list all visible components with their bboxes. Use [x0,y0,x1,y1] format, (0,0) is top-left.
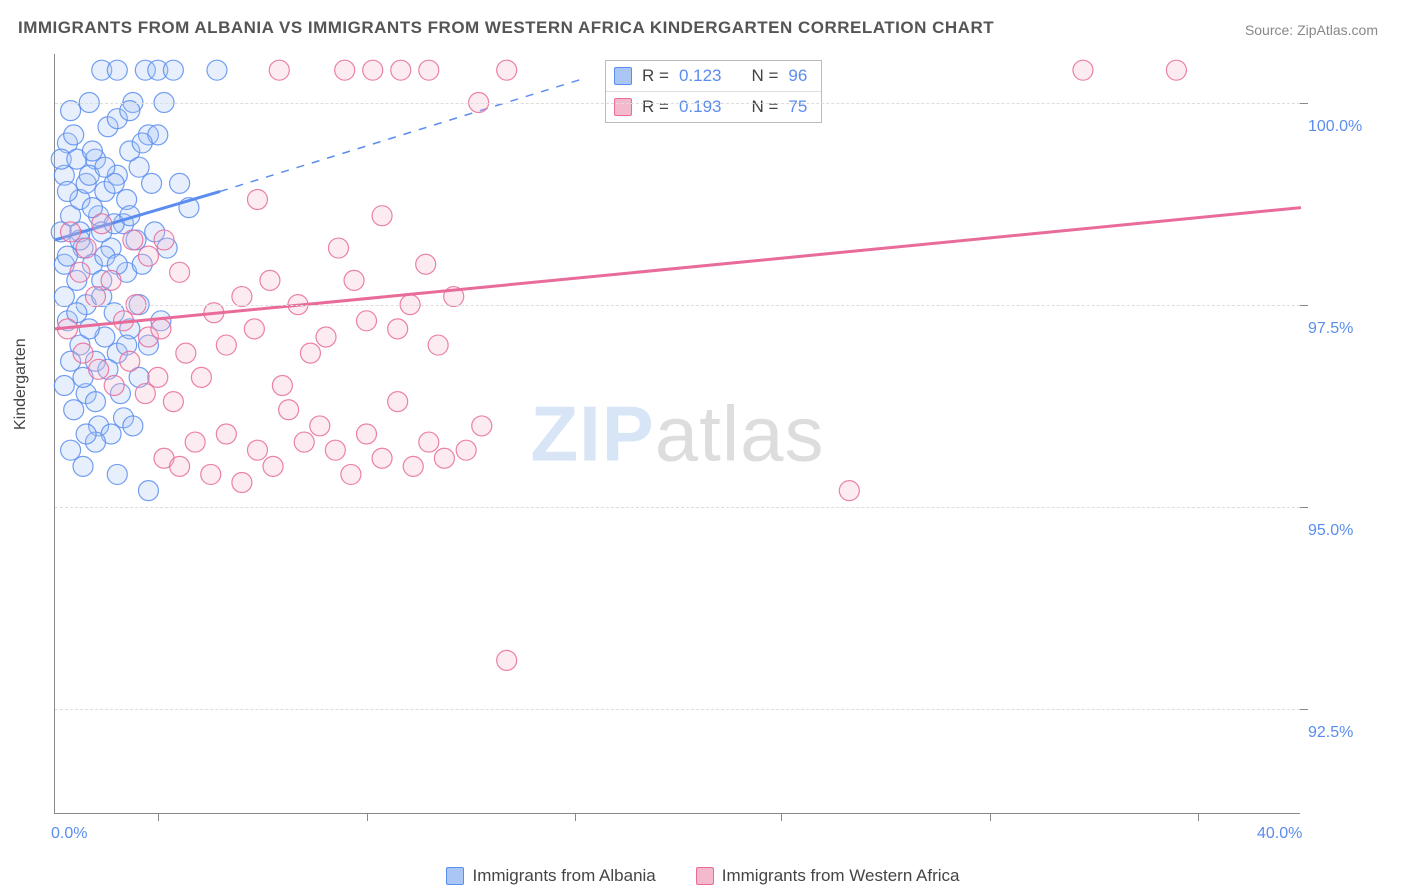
plot-svg [55,54,1300,813]
xtick-label: 0.0% [51,825,87,843]
stats-N-label2: N = [751,97,778,117]
source-label: Source: ZipAtlas.com [1245,22,1378,38]
stats-R-label: R = [642,66,669,86]
xtick-label: 40.0% [1257,825,1302,843]
chart-title: IMMIGRANTS FROM ALBANIA VS IMMIGRANTS FR… [18,18,994,38]
stats-R1: 0.123 [679,66,722,86]
stats-R2: 0.193 [679,97,722,117]
legend-swatch-2 [696,867,714,885]
stats-swatch-2 [614,98,632,116]
chart-area: ZIPatlas R = 0.123 N = 96 R = 0.193 N = … [54,54,1300,814]
stats-swatch-1 [614,67,632,85]
legend-item-1: Immigrants from Albania [446,866,655,886]
stats-row-series2: R = 0.193 N = 75 [606,91,821,122]
legend-item-2: Immigrants from Western Africa [696,866,960,886]
stats-R-label2: R = [642,97,669,117]
stats-box: R = 0.123 N = 96 R = 0.193 N = 75 [605,60,822,123]
stats-row-series1: R = 0.123 N = 96 [606,61,821,91]
legend-label-2: Immigrants from Western Africa [722,866,960,886]
legend-swatch-1 [446,867,464,885]
ytick-label: 95.0% [1308,522,1378,540]
stats-N-label: N = [751,66,778,86]
legend-bottom: Immigrants from Albania Immigrants from … [0,866,1406,886]
legend-label-1: Immigrants from Albania [472,866,655,886]
stats-N1: 96 [788,66,807,86]
ytick-label: 97.5% [1308,320,1378,338]
ytick-label: 92.5% [1308,724,1378,742]
ytick-label: 100.0% [1308,118,1378,136]
y-axis-label: Kindergarten [12,338,30,430]
stats-N2: 75 [788,97,807,117]
